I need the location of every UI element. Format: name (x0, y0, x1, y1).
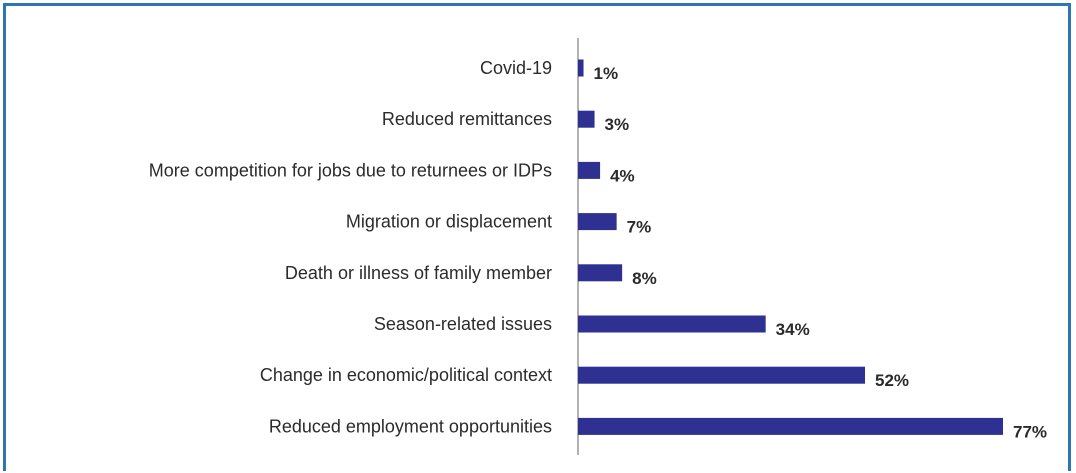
bar (578, 213, 617, 231)
value-label: 7% (627, 218, 652, 237)
category-label: Reduced remittances (382, 109, 552, 129)
bar (578, 110, 595, 128)
bar (578, 417, 1003, 435)
category-label: Change in economic/political context (260, 365, 552, 385)
category-label: Reduced employment opportunities (269, 416, 552, 436)
value-label: 3% (605, 115, 630, 134)
category-label: More competition for jobs due to returne… (149, 160, 552, 180)
bar (578, 264, 623, 282)
value-label: 4% (610, 166, 635, 185)
bar (578, 315, 766, 333)
bar (578, 59, 584, 77)
category-label: Death or illness of family member (285, 263, 552, 283)
category-label: Season-related issues (374, 314, 552, 334)
bar (578, 161, 601, 179)
value-label: 8% (632, 269, 657, 288)
value-label: 77% (1013, 422, 1047, 441)
bars-group: Covid-19 1% Reduced remittances 3% More comp… (149, 58, 1047, 441)
category-label: Migration or displacement (346, 212, 552, 232)
value-label: 34% (776, 320, 810, 339)
chart-frame (3, 3, 1071, 471)
value-label: 1% (594, 64, 619, 83)
category-label: Covid-19 (480, 58, 552, 78)
value-label: 52% (875, 371, 909, 390)
bar (578, 366, 866, 384)
